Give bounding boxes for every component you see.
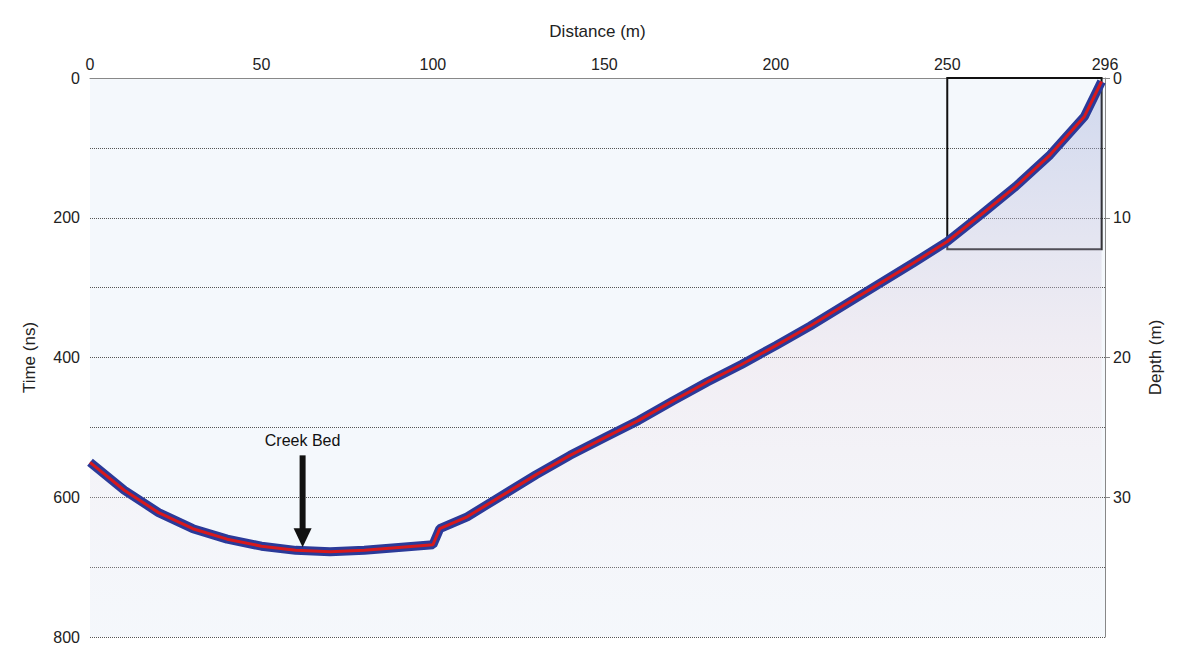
svg-text:0: 0: [71, 70, 80, 87]
svg-text:50: 50: [253, 56, 271, 73]
svg-text:200: 200: [53, 209, 80, 226]
svg-text:0: 0: [86, 56, 95, 73]
svg-text:800: 800: [53, 629, 80, 646]
svg-text:0: 0: [1113, 69, 1122, 87]
svg-text:400: 400: [53, 349, 80, 366]
svg-text:296: 296: [1092, 56, 1119, 73]
svg-text:250: 250: [934, 56, 961, 73]
svg-text:200: 200: [762, 56, 789, 73]
svg-text:20: 20: [1113, 349, 1131, 366]
svg-text:30: 30: [1113, 489, 1131, 506]
svg-text:150: 150: [591, 56, 618, 73]
svg-text:100: 100: [420, 56, 447, 73]
svg-text:Depth (m): Depth (m): [1146, 320, 1165, 396]
svg-text:10: 10: [1113, 209, 1131, 226]
svg-text:Creek Bed: Creek Bed: [265, 432, 341, 449]
svg-text:600: 600: [53, 489, 80, 506]
svg-text:Distance (m): Distance (m): [549, 22, 645, 41]
svg-text:Time (ns): Time (ns): [20, 322, 39, 393]
